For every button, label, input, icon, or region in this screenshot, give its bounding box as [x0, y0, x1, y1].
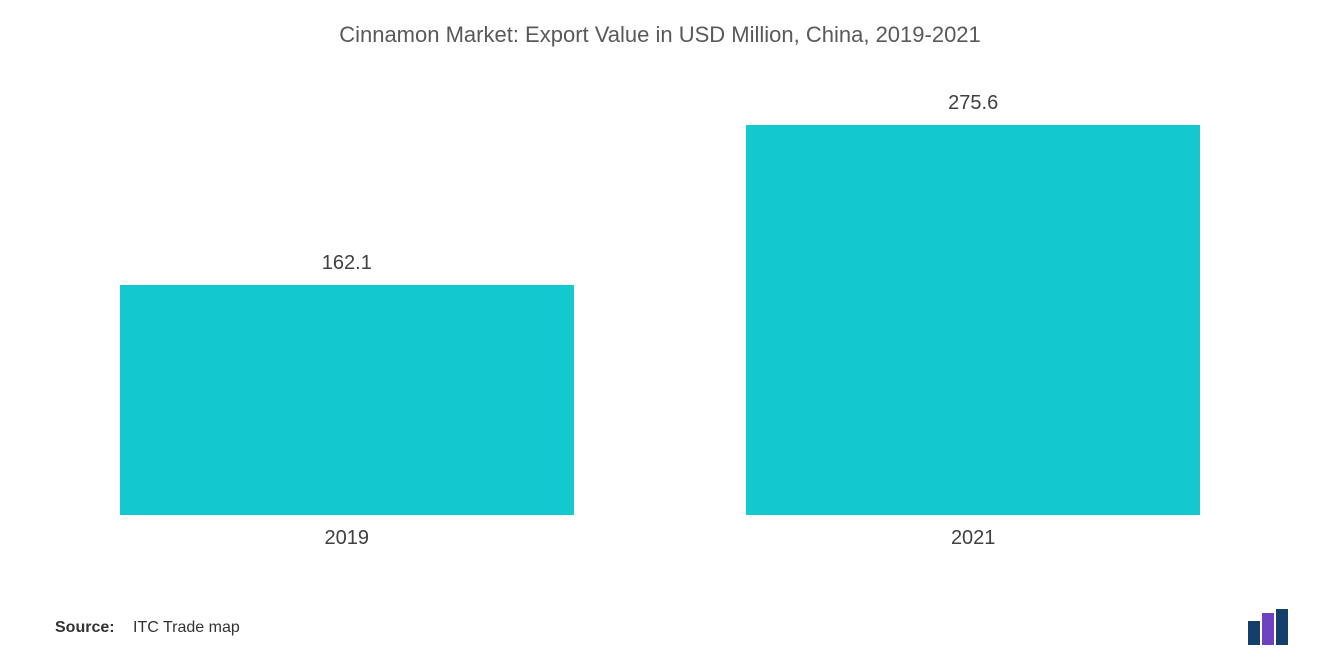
source-label: Source: [55, 619, 115, 636]
source-line: Source: ITC Trade map [55, 619, 240, 637]
bar-slot: 162.12019 [120, 90, 574, 515]
source-text: ITC Trade map [133, 619, 240, 636]
x-axis-label: 2021 [746, 527, 1200, 550]
bar-value-label: 162.1 [120, 252, 574, 275]
chart-title: Cinnamon Market: Export Value in USD Mil… [0, 0, 1320, 48]
brand-logo-icon [1248, 609, 1296, 645]
logo-bar-2 [1262, 613, 1274, 645]
x-axis-label: 2019 [120, 527, 574, 550]
logo-bar-1 [1248, 621, 1260, 645]
chart-container: Cinnamon Market: Export Value in USD Mil… [0, 0, 1320, 665]
logo-bar-3 [1276, 609, 1288, 645]
plot-area: 162.12019 275.62021 [120, 90, 1200, 515]
bar [746, 125, 1200, 515]
bar [120, 285, 574, 515]
bar-value-label: 275.6 [746, 92, 1200, 115]
bar-slot: 275.62021 [746, 90, 1200, 515]
